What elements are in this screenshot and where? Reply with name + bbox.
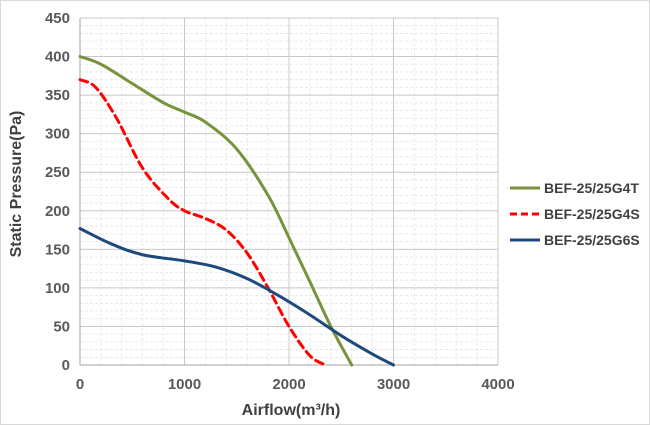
y-tick-label: 150 — [45, 241, 70, 258]
series-line-bef-25-25g4s — [78, 78, 328, 367]
x-axis-title: Airflow(m³/h) — [242, 402, 341, 419]
y-tick-labels: 0 50 100 150 200 250 300 350 400 450 — [45, 10, 70, 374]
legend-label-bef-25-25g4t: BEF-25/25G4T — [544, 180, 639, 196]
x-tick-labels: 0 1000 2000 3000 4000 — [76, 376, 515, 393]
legend-label-bef-25-25g4s: BEF-25/25G4S — [544, 206, 640, 222]
y-tick-label: 350 — [45, 87, 70, 104]
minor-gridlines — [80, 18, 498, 365]
y-tick-label: 100 — [45, 280, 70, 297]
x-tick-label: 1000 — [168, 376, 201, 393]
x-tick-label: 3000 — [377, 376, 410, 393]
y-tick-label: 250 — [45, 164, 70, 181]
y-tick-label: 400 — [45, 49, 70, 66]
y-tick-label: 300 — [45, 126, 70, 143]
series-line-bef-25-25g6s — [78, 227, 395, 367]
series-line-bef-25-25g4t — [78, 55, 354, 367]
legend: BEF-25/25G4T BEF-25/25G4S BEF-25/25G6S — [510, 180, 640, 248]
series-layer — [78, 55, 395, 367]
y-axis-title: Static Pressure(Pa) — [8, 111, 25, 258]
x-tick-label: 2000 — [272, 376, 305, 393]
y-tick-label: 50 — [53, 318, 70, 335]
y-tick-label: 200 — [45, 203, 70, 220]
x-tick-label: 4000 — [481, 376, 514, 393]
axis-lines — [79, 18, 498, 366]
legend-label-bef-25-25g6s: BEF-25/25G6S — [544, 232, 640, 248]
y-tick-label: 450 — [45, 10, 70, 27]
y-tick-label: 0 — [62, 357, 70, 374]
x-tick-label: 0 — [76, 376, 84, 393]
